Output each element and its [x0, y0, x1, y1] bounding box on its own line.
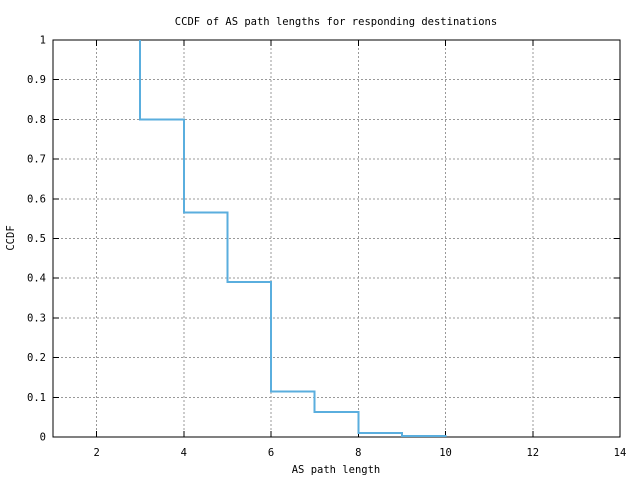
y-tick-label: 1 — [40, 35, 46, 47]
y-tick-label: 0.1 — [27, 392, 46, 404]
y-tick-label: 0.5 — [27, 233, 46, 245]
y-tick-label: 0.4 — [27, 273, 46, 285]
plot-border — [52, 39, 621, 438]
x-tick-label: 2 — [93, 447, 99, 459]
x-tick-label: 12 — [526, 447, 539, 459]
x-axis-label: AS path length — [292, 464, 381, 476]
y-tick-label: 0.3 — [27, 312, 46, 324]
y-tick-label: 0.6 — [27, 193, 46, 205]
ccdf-step-line — [139, 40, 447, 438]
y-tick-label: 0.8 — [27, 114, 46, 126]
gridlines — [53, 40, 620, 437]
chart-title: CCDF of AS path lengths for responding d… — [175, 16, 497, 28]
y-axis-label: CCDF — [5, 225, 17, 250]
x-tick-label: 8 — [355, 447, 361, 459]
y-tick-label: 0 — [40, 432, 46, 444]
x-tick-label: 14 — [614, 447, 627, 459]
y-tick-label: 0.9 — [27, 74, 46, 86]
x-tick-label: 10 — [439, 447, 452, 459]
ccdf-series — [139, 40, 447, 438]
x-tick-label: 4 — [181, 447, 187, 459]
y-tick-label: 0.2 — [27, 352, 46, 364]
y-tick-label: 0.7 — [27, 154, 46, 166]
x-tick-label: 6 — [268, 447, 274, 459]
tick-labels: 2 4 6 8 10 12 14 0 0.1 0.2 0.3 0.4 0.5 0.6 0.7 0.8 0.9 1 — [27, 35, 626, 460]
